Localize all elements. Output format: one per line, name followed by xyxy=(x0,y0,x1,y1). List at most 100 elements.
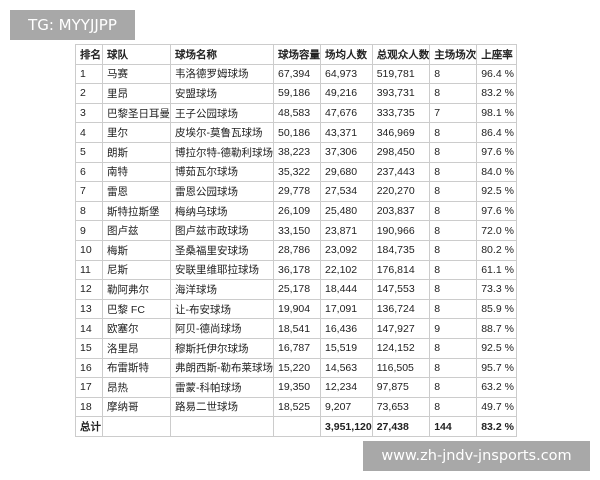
table-cell: 路易二世球场 xyxy=(170,396,274,418)
table-cell: 92.5 % xyxy=(476,337,518,359)
table-cell: 昂热 xyxy=(102,377,171,398)
table-cell: 巴黎圣日耳曼 xyxy=(102,102,171,124)
table-row: 7 雷恩 雷恩公园球场 29,778 27,534 220,270 8 92.5 % xyxy=(75,181,518,202)
table-cell: 88.7 % xyxy=(476,318,518,339)
table-cell: 8 xyxy=(429,63,478,85)
table-cell: 61.1 % xyxy=(476,259,518,281)
table-cell: 96.4 % xyxy=(476,63,518,85)
table-row: 4 里尔 皮埃尔-莫鲁瓦球场 50,186 43,371 346,969 8 86.4 % xyxy=(75,122,518,143)
table-cell: 23,871 xyxy=(320,220,373,241)
table-cell: 阿贝-德尚球场 xyxy=(170,318,274,339)
total-cell: 27,438 xyxy=(371,416,431,437)
column-header: 上座率 xyxy=(476,44,518,65)
table-row: 12 勒阿弗尔 海洋球场 25,178 18,444 147,553 8 73.3 % xyxy=(75,279,518,300)
table-cell: 8 xyxy=(429,377,478,398)
table-cell: 26,109 xyxy=(273,200,321,222)
table-cell: 博拉尔特-德勒利球场 xyxy=(170,141,274,163)
table-cell: 洛里昂 xyxy=(102,337,171,359)
table-cell: 8 xyxy=(429,83,478,104)
table-cell: 35,322 xyxy=(273,161,321,183)
column-header: 球场容量 xyxy=(273,44,321,65)
table-cell: 让-布安球场 xyxy=(170,298,274,320)
column-header: 总观众人数 xyxy=(371,44,431,65)
table-cell: 雷恩公园球场 xyxy=(170,181,274,202)
table-cell: 10 xyxy=(75,239,103,261)
table-cell: 49,216 xyxy=(320,83,373,104)
table-cell: 弗朗西斯-勒布莱球场 xyxy=(170,357,274,379)
table-cell: 8 xyxy=(429,122,478,143)
table-cell: 73,653 xyxy=(371,396,431,418)
table-row: 9 图卢兹 图卢兹市政球场 33,150 23,871 190,966 8 72.0 % xyxy=(75,220,518,241)
total-cell: 144 xyxy=(429,416,478,437)
table-cell: 18 xyxy=(75,396,103,418)
table-cell: 333,735 xyxy=(371,102,431,124)
table-cell: 18,525 xyxy=(273,396,321,418)
column-header: 场均人数 xyxy=(320,44,373,65)
table-cell: 80.2 % xyxy=(476,239,518,261)
table-cell: 47,676 xyxy=(320,102,373,124)
table-cell: 布雷斯特 xyxy=(102,357,171,379)
table-cell: 18,541 xyxy=(273,318,321,339)
table-cell: 王子公园球场 xyxy=(170,102,274,124)
watermark-top: TG: MYYJJPP xyxy=(10,10,135,40)
total-cell xyxy=(170,416,274,437)
table-cell: 13 xyxy=(75,298,103,320)
table-cell: 33,150 xyxy=(273,220,321,241)
table-cell: 9,207 xyxy=(320,396,373,418)
table-cell: 64,973 xyxy=(320,63,373,85)
table-cell: 梅纳乌球场 xyxy=(170,200,274,222)
table-cell: 8 xyxy=(429,337,478,359)
table-cell: 韦洛德罗姆球场 xyxy=(170,63,274,85)
table-cell: 17,091 xyxy=(320,298,373,320)
table-cell: 92.5 % xyxy=(476,181,518,202)
table-cell: 37,306 xyxy=(320,141,373,163)
total-row: 总计 3,951,120 27,438 144 83.2 % xyxy=(75,416,518,437)
table-cell: 8 xyxy=(429,161,478,183)
table-cell: 皮埃尔-莫鲁瓦球场 xyxy=(170,122,274,143)
table-cell: 97.6 % xyxy=(476,141,518,163)
table-cell: 27,534 xyxy=(320,181,373,202)
table-cell: 图卢兹市政球场 xyxy=(170,220,274,241)
table-header-row: 排名 球队 球场名称 球场容量 场均人数 总观众人数 主场场次 上座率 xyxy=(75,44,518,65)
table-cell: 16 xyxy=(75,357,103,379)
table-cell: 59,186 xyxy=(273,83,321,104)
table-cell: 8 xyxy=(429,220,478,241)
table-cell: 176,814 xyxy=(371,259,431,281)
table-row: 3 巴黎圣日耳曼 王子公园球场 48,583 47,676 333,735 7 98.1 % xyxy=(75,102,518,124)
table-cell: 19,350 xyxy=(273,377,321,398)
table-cell: 博茹瓦尔球场 xyxy=(170,161,274,183)
table-cell: 图卢兹 xyxy=(102,220,171,241)
table-row: 16 布雷斯特 弗朗西斯-勒布莱球场 15,220 14,563 116,505 8 95.7… xyxy=(75,357,518,379)
table-cell: 18,444 xyxy=(320,279,373,300)
table-cell: 9 xyxy=(75,220,103,241)
table-cell: 50,186 xyxy=(273,122,321,143)
table-row: 2 里昂 安盟球场 59,186 49,216 393,731 8 83.2 % xyxy=(75,83,518,104)
watermark-bottom: www.zh-jndv-jnsports.com xyxy=(363,441,590,471)
table-cell: 8 xyxy=(429,357,478,379)
table-cell: 8 xyxy=(429,279,478,300)
table-cell: 雷恩 xyxy=(102,181,171,202)
table-row: 17 昂热 雷蒙-科帕球场 19,350 12,234 97,875 8 63.2 % xyxy=(75,377,518,398)
table-cell: 9 xyxy=(429,318,478,339)
table-cell: 里尔 xyxy=(102,122,171,143)
table-cell: 欧塞尔 xyxy=(102,318,171,339)
table-cell: 南特 xyxy=(102,161,171,183)
table-row: 5 朗斯 博拉尔特-德勒利球场 38,223 37,306 298,450 8 97.6 % xyxy=(75,141,518,163)
table-cell: 84.0 % xyxy=(476,161,518,183)
table-cell: 190,966 xyxy=(371,220,431,241)
attendance-table: 排名 球队 球场名称 球场容量 场均人数 总观众人数 主场场次 上座率 1 马赛 韦洛德罗姆球场 6… xyxy=(75,44,518,437)
table-cell: 19,904 xyxy=(273,298,321,320)
table-row: 6 南特 博茹瓦尔球场 35,322 29,680 237,443 8 84.0 % xyxy=(75,161,518,183)
table-cell: 346,969 xyxy=(371,122,431,143)
table-cell: 12 xyxy=(75,279,103,300)
table-cell: 里昂 xyxy=(102,83,171,104)
table-cell: 8 xyxy=(429,298,478,320)
table-row: 15 洛里昂 穆斯托伊尔球场 16,787 15,519 124,152 8 92.5 % xyxy=(75,337,518,359)
total-cell: 83.2 % xyxy=(476,416,518,437)
table-cell: 15,519 xyxy=(320,337,373,359)
table-cell: 斯特拉斯堡 xyxy=(102,200,171,222)
table-row: 8 斯特拉斯堡 梅纳乌球场 26,109 25,480 203,837 8 97.6 % xyxy=(75,200,518,222)
table-cell: 摩纳哥 xyxy=(102,396,171,418)
table-cell: 15,220 xyxy=(273,357,321,379)
table-cell: 97.6 % xyxy=(476,200,518,222)
